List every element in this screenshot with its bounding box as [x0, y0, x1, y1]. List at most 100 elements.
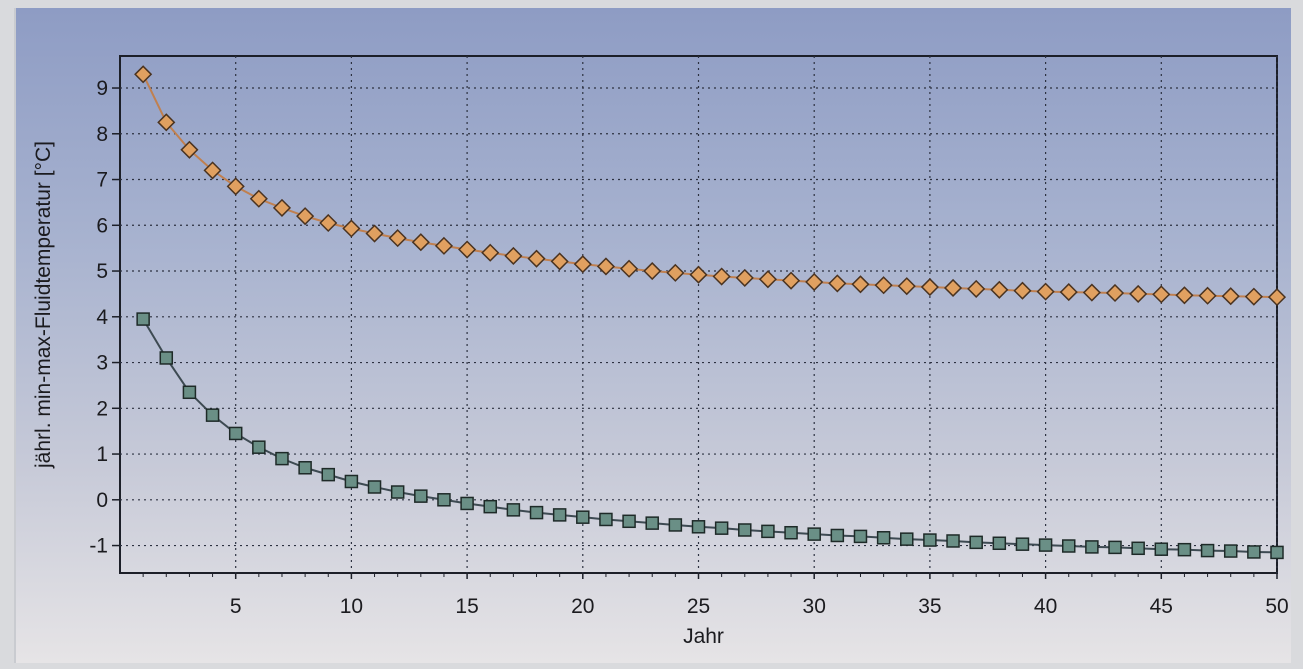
- series-line: [142, 73, 1278, 299]
- data-point: [157, 113, 176, 132]
- data-point: [666, 263, 685, 282]
- data-point: [851, 275, 870, 294]
- data-point: [182, 385, 197, 400]
- data-point: [1036, 282, 1055, 301]
- data-point: [923, 533, 937, 547]
- data-point: [735, 268, 754, 287]
- data-point: [691, 520, 706, 534]
- data-point: [390, 485, 405, 499]
- data-point: [529, 505, 544, 520]
- data-point: [1061, 539, 1076, 553]
- y-tick-label: -1: [89, 535, 108, 558]
- data-point: [458, 240, 477, 259]
- data-point: [411, 233, 430, 252]
- data-point: [599, 512, 613, 527]
- y-axis-title: jährl. min-max-Fluidtemperatur [°C]: [32, 141, 55, 469]
- data-point: [1221, 287, 1240, 306]
- y-tick-label: 4: [96, 306, 108, 329]
- y-tick-label: 0: [96, 489, 108, 512]
- data-point: [1131, 541, 1145, 556]
- data-point: [460, 496, 474, 511]
- data-point: [434, 236, 454, 255]
- data-point: [643, 261, 662, 281]
- data-point: [1082, 283, 1101, 302]
- y-tick-label: 2: [96, 397, 108, 420]
- x-tick-label: 45: [1150, 595, 1173, 618]
- data-point: [714, 521, 729, 535]
- data-point: [828, 274, 847, 293]
- data-point: [573, 255, 592, 274]
- data-point: [367, 480, 382, 494]
- data-point: [992, 536, 1007, 551]
- data-point: [1223, 544, 1238, 558]
- x-tick-label: 50: [1265, 595, 1288, 618]
- data-point: [689, 265, 708, 284]
- series-square: [136, 312, 1284, 560]
- data-point: [249, 189, 268, 208]
- data-point: [1129, 284, 1148, 303]
- data-point: [1108, 540, 1122, 555]
- data-point: [1154, 542, 1169, 556]
- y-axis: -1 0 1 2 3 4 5 6 7 8 9: [89, 77, 120, 558]
- data-point: [1105, 283, 1125, 303]
- series-diamond: [134, 65, 1287, 307]
- data-point: [596, 257, 616, 276]
- x-tick-label: 40: [1034, 595, 1057, 618]
- y-tick-label: 1: [96, 443, 108, 466]
- x-tick-label: 10: [340, 595, 363, 618]
- data-point: [275, 451, 289, 466]
- data-point: [738, 523, 752, 537]
- data-point: [298, 461, 312, 475]
- x-tick-label: 20: [571, 595, 594, 618]
- data-point: [483, 499, 497, 514]
- data-point: [712, 267, 731, 286]
- data-point: [252, 440, 266, 454]
- data-point: [967, 279, 986, 298]
- data-point: [784, 525, 798, 540]
- data-point: [900, 532, 914, 546]
- data-point: [296, 207, 315, 226]
- data-point: [897, 277, 916, 296]
- data-point: [990, 280, 1009, 299]
- data-point: [203, 161, 222, 180]
- data-point: [388, 229, 407, 248]
- data-point: [620, 259, 639, 278]
- data-point: [943, 278, 963, 298]
- data-point: [1015, 537, 1030, 551]
- data-point: [504, 246, 523, 265]
- data-point: [1198, 286, 1217, 305]
- data-point: [946, 534, 960, 548]
- data-point: [226, 177, 245, 196]
- data-point: [645, 516, 659, 530]
- chart-frame: 5 10 15 20 25 30 35 40 45 50 -1 0 1 2 3 4 5 6 7 8 9 Jahr jä…: [14, 8, 1291, 663]
- data-point: [1013, 281, 1032, 300]
- data-point: [1267, 288, 1287, 307]
- data-point: [805, 272, 824, 292]
- data-point: [1059, 283, 1078, 302]
- data-point: [781, 271, 801, 290]
- data-point: [1200, 543, 1215, 558]
- data-point: [1247, 545, 1261, 559]
- series-layer: [134, 65, 1287, 560]
- x-tick-label: 30: [803, 595, 826, 618]
- data-point: [668, 518, 683, 532]
- data-point: [1175, 286, 1194, 305]
- data-point: [414, 489, 428, 503]
- data-point: [437, 493, 451, 507]
- data-point: [761, 524, 775, 539]
- data-point: [550, 252, 569, 271]
- y-tick-label: 9: [96, 77, 108, 100]
- data-point: [159, 351, 174, 365]
- data-point: [807, 527, 821, 541]
- y-tick-label: 3: [96, 352, 108, 375]
- y-tick-label: 5: [96, 260, 108, 283]
- data-point: [344, 474, 359, 489]
- data-point: [1152, 285, 1171, 304]
- data-point: [1270, 545, 1284, 560]
- data-point: [342, 219, 361, 238]
- data-point: [552, 508, 567, 522]
- data-point: [272, 198, 292, 217]
- x-tick-label: 25: [687, 595, 710, 618]
- data-point: [481, 243, 500, 262]
